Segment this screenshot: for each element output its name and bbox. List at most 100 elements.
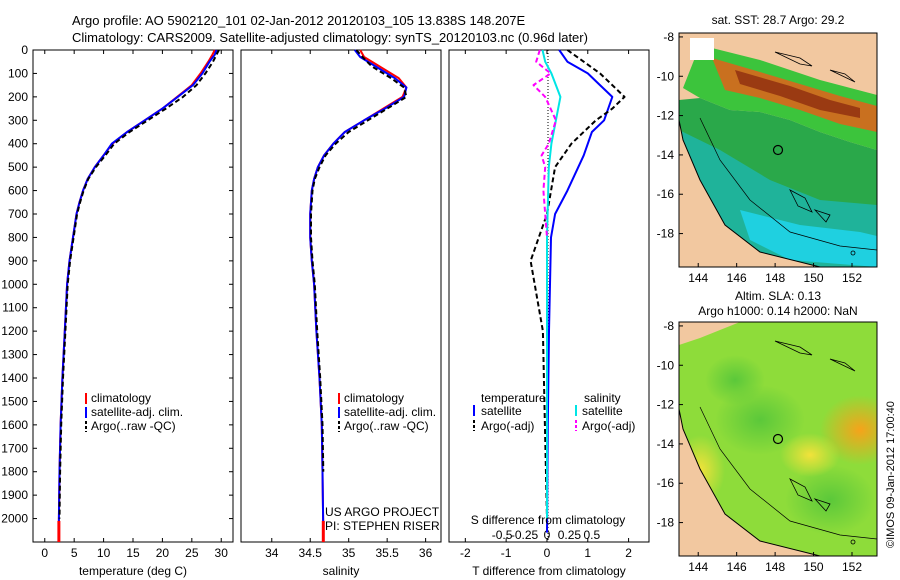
latitude-tick-label: -14 [657, 148, 675, 162]
depth-tick-label: 1100 [2, 301, 28, 315]
float-position-marker [772, 433, 784, 445]
depth-tick-label: 1000 [1, 277, 28, 291]
temperature-legend: climatology satellite-adj. clim. Argo(..… [85, 391, 183, 433]
x-tick-label: 34.5 [299, 546, 323, 560]
latitude-tick-label: -10 [657, 358, 675, 372]
series-line-argo-raw-qc- [310, 49, 408, 472]
bathymetry-contour [699, 117, 877, 251]
latitude-tick-label: -14 [657, 437, 675, 451]
sla-low-anomaly [705, 355, 765, 405]
reef-outline [789, 189, 831, 223]
legend-label-argo: Argo(..raw -QC) [91, 419, 176, 433]
legend-label-climatology: climatology [344, 391, 404, 405]
s-difference-axis: -0.5-0.25 0 0.25 0.5 [492, 528, 601, 542]
depth-tick-label: 1900 [1, 488, 28, 502]
figure-title-line2: Climatology: CARS2009. Satellite-adjuste… [72, 30, 588, 45]
depth-tick-label: 1400 [1, 371, 28, 385]
legend-label-s-argo: Argo(-adj) [582, 419, 635, 433]
latitude-tick-label: -10 [657, 69, 675, 83]
s-diff-tick-label: -0.5 [492, 528, 513, 542]
land-new-guinea [679, 322, 740, 345]
legend-label-satellite: satellite-adj. clim. [344, 405, 436, 419]
difference-panel: -2 -1 0 1 2 -0.5-0.25 0 0.25 0.5 T difference f… [448, 49, 650, 578]
sla-mid-anomaly [780, 433, 840, 477]
temperature-series [57, 49, 220, 542]
s-diff-tick-label: 0 [544, 528, 551, 542]
sla-map-frame [678, 321, 878, 557]
latitude-tick-label: -8 [663, 30, 674, 44]
x-tick-label: 15 [126, 546, 140, 560]
depth-tick-label: 100 [8, 66, 28, 80]
depth-tick-label: 1700 [1, 441, 28, 455]
latitude-tick-label: -18 [657, 516, 675, 530]
depth-tick-label: 0 [21, 43, 28, 57]
imos-credit: ©IMOS 09-Jan-2012 17:00:40 [885, 401, 897, 548]
longitude-tick-label: 152 [842, 560, 862, 574]
latitude-tick-label: -18 [657, 227, 675, 241]
longitude-tick-label: 144 [688, 271, 708, 285]
float-position-marker [772, 144, 784, 156]
temperature-plot-frame [32, 49, 234, 543]
salinity-plot-frame [240, 49, 442, 543]
x-tick-label: 34 [265, 546, 279, 560]
depth-tick-label: 1300 [1, 348, 28, 362]
island-outline [774, 340, 856, 372]
depth-tick-label: 200 [8, 90, 28, 104]
x-tick-label: 35.5 [375, 546, 399, 560]
x-tick-label: -2 [460, 546, 471, 560]
x-tick-label: 36 [419, 546, 433, 560]
small-island-marker [850, 539, 856, 545]
s-difference-axis-label: S difference from climatology [471, 513, 626, 527]
land-australia [679, 120, 820, 267]
depth-tick-label: 1200 [1, 324, 28, 338]
series-line-argo-raw-qc- [58, 49, 220, 519]
latitude-tick-label: -8 [663, 319, 674, 333]
legend-label-t-satellite: satellite [481, 404, 522, 418]
longitude-tick-label: 146 [727, 560, 747, 574]
coolest-sea-region [740, 210, 877, 267]
t-difference-axis: -2 -1 0 1 2 [460, 50, 632, 560]
latitude-tick-label: -12 [657, 109, 675, 123]
x-tick-label: 1 [584, 546, 591, 560]
depth-tick-label: 1600 [1, 418, 28, 432]
sst-map-frame [678, 32, 878, 268]
sst-latitude-axis: -8 -10 -12 -14 -16 -18 [657, 30, 683, 241]
depth-tick-label: 2000 [1, 512, 28, 526]
sla-low-anomaly [785, 465, 875, 535]
depth-tick-label: 1500 [1, 394, 28, 408]
sla-map-title-line1: Altim. SLA: 0.13 [735, 289, 821, 303]
reef-outline [789, 478, 831, 512]
salinity-series [309, 49, 408, 542]
legend-label-s-satellite: satellite [582, 404, 623, 418]
longitude-tick-label: 146 [727, 271, 747, 285]
coastline [679, 119, 821, 267]
s-diff-tick-label: 0.25 [558, 528, 582, 542]
x-tick-label: -1 [501, 546, 512, 560]
salinity-axis: 34 34.5 35 35.5 36 [265, 50, 433, 560]
small-island-marker [850, 250, 856, 256]
temperature-axis: 0 5 10 15 20 25 30 [41, 50, 228, 560]
depth-tick-label: 900 [8, 254, 28, 268]
difference-series [529, 49, 626, 533]
depth-tick-label: 300 [8, 113, 28, 127]
x-tick-label: 0 [544, 546, 551, 560]
series-line-t-satellite [546, 49, 614, 533]
sla-longitude-axis: 144 146 148 150 152 [688, 552, 862, 574]
longitude-tick-label: 148 [765, 271, 785, 285]
island-outline [774, 51, 856, 83]
sst-map: sat. SST: 28.7 Argo: 29.2 144 146 148 150 15… [657, 13, 878, 285]
salinity-legend: climatology satellite-adj. clim. Argo(..… [338, 391, 436, 433]
depth-tick-label: 600 [8, 184, 28, 198]
longitude-tick-label: 150 [804, 560, 824, 574]
project-annotation: US ARGO PROJECT [325, 505, 440, 519]
x-tick-label: 30 [215, 546, 229, 560]
longitude-tick-label: 148 [765, 560, 785, 574]
legend-title-salinity: salinity [584, 391, 621, 405]
longitude-tick-label: 152 [842, 271, 862, 285]
x-tick-label: 10 [97, 546, 111, 560]
latitude-tick-label: -16 [657, 476, 675, 490]
x-tick-label: 35 [342, 546, 356, 560]
sst-longitude-axis: 144 146 148 150 152 [688, 263, 862, 285]
legend-label-t-argo: Argo(-adj) [481, 419, 534, 433]
